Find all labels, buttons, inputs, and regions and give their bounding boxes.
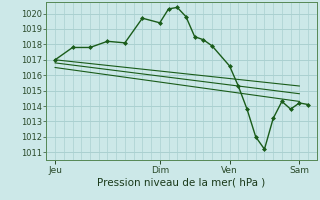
X-axis label: Pression niveau de la mer( hPa ): Pression niveau de la mer( hPa ) — [98, 177, 266, 187]
